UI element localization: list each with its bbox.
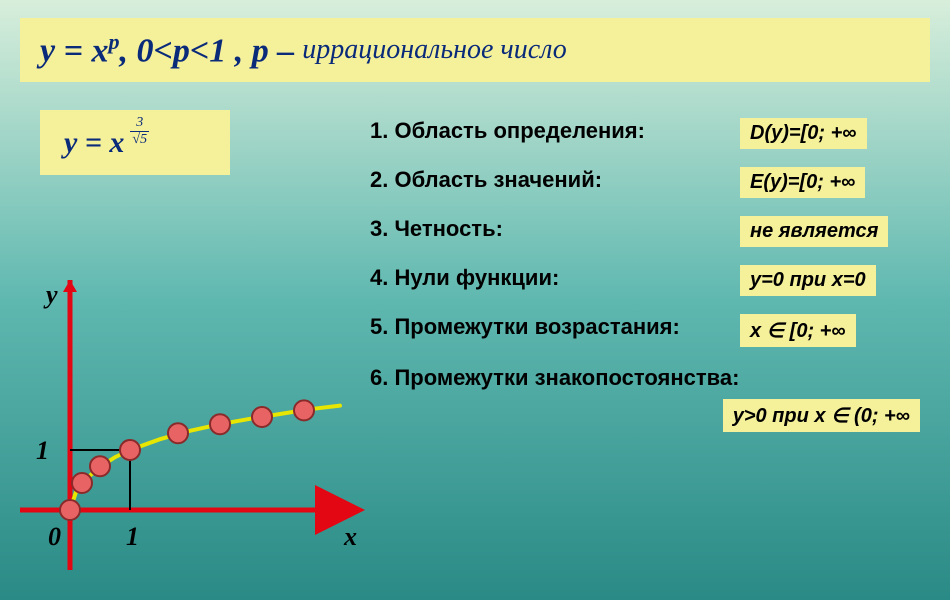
property-label: 4. Нули функции: (370, 265, 740, 291)
chart-label-x: x (344, 522, 357, 552)
header-description: иррациональное число (302, 34, 567, 66)
property-label: 6. Промежутки знакопостоянства: (370, 365, 740, 391)
chart-svg (10, 270, 370, 590)
header-box: y = xp, 0<p<1 , p – иррациональное число (20, 18, 930, 82)
property-row: 5. Промежутки возрастания:x ∈ [0; +∞ (370, 314, 930, 347)
chart-label-one_y: 1 (36, 436, 49, 466)
property-value: E(y)=[0; +∞ (740, 167, 865, 198)
property-value: не является (740, 216, 888, 247)
property-label: 3. Четность: (370, 216, 740, 242)
properties-list: 1. Область определения:D(y)=[0; +∞2. Обл… (370, 118, 930, 450)
property-label: 1. Область определения: (370, 118, 740, 144)
property-row: 6. Промежутки знакопостоянства: y>0 при x… (370, 365, 930, 432)
example-exp-denominator: √5 (130, 132, 149, 148)
property-row: 1. Область определения:D(y)=[0; +∞ (370, 118, 930, 149)
property-value: y=0 при x=0 (740, 265, 876, 296)
property-label: 5. Промежутки возрастания: (370, 314, 740, 340)
chart-label-y: y (46, 280, 58, 310)
example-box: y = x 3 √5 (40, 110, 230, 175)
chart-container: x y 0 1 1 (10, 270, 370, 590)
property-label: 2. Область значений: (370, 167, 740, 193)
chart-label-origin: 0 (48, 522, 61, 552)
header-formula: y = xp, 0<p<1 , p – (40, 29, 294, 70)
property-row: 3. Четность:не является (370, 216, 930, 247)
example-exponent: 3 √5 (130, 115, 149, 148)
property-row: 4. Нули функции:y=0 при x=0 (370, 265, 930, 296)
property-value: D(y)=[0; +∞ (740, 118, 867, 149)
property-value: x ∈ [0; +∞ (740, 314, 856, 347)
property-row: 2. Область значений:E(y)=[0; +∞ (370, 167, 930, 198)
property-value: y>0 при x ∈ (0; +∞ (723, 399, 920, 432)
example-base: y = x (64, 126, 124, 160)
example-exp-numerator: 3 (130, 115, 149, 132)
chart-label-one_x: 1 (126, 522, 139, 552)
